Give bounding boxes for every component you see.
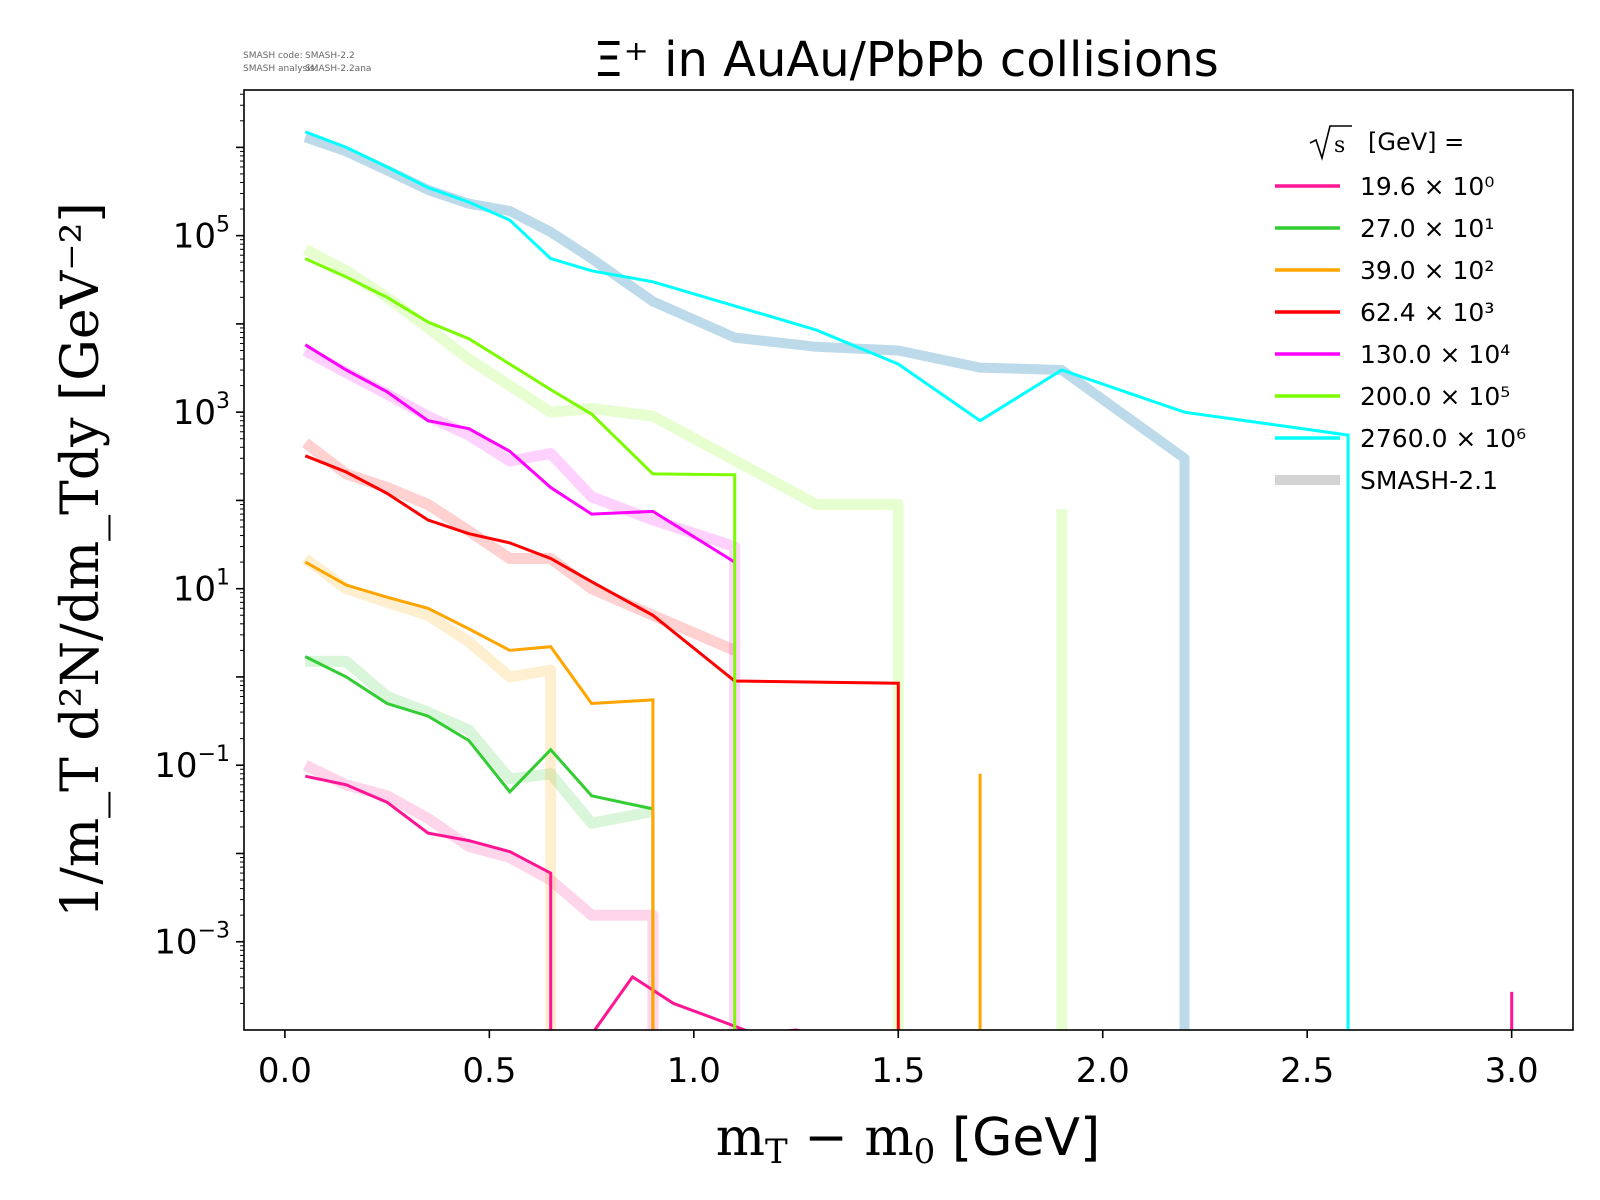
- series-line-3: [304, 560, 982, 1030]
- smash-code-value: SMASH-2.2: [305, 51, 355, 61]
- legend-items: 19.6 × 10⁰ 27.0 × 10¹ 39.0 × 10² 62.4 × 10³…: [1275, 172, 1526, 495]
- x-label-unit: [GeV]: [935, 1108, 1100, 1168]
- smash-analysis-label: SMASH analysis:: [243, 64, 317, 74]
- series-line-7: [304, 130, 1350, 1030]
- y-tick-label: 10−1: [154, 742, 230, 786]
- legend-label: 62.4 × 10³: [1360, 298, 1494, 327]
- reference-line-1: [302, 760, 659, 1030]
- smash-code-label: SMASH code:: [243, 51, 303, 61]
- y-axis-label: 1/m_T d²N/dm_Tdy [GeV⁻²]: [51, 202, 111, 917]
- series-line-2: [304, 655, 655, 1030]
- series-line-1: [304, 774, 1514, 1030]
- axis-ticks: 0.0 0.5 1.0 1.5 2.0 2.5 3.0 105 103 101 10−1 10−3: [154, 93, 1539, 1091]
- plot-area: [301, 130, 1514, 1030]
- x-tick-label: 2.0: [1076, 1051, 1130, 1091]
- y-tick-label: 101: [173, 566, 230, 610]
- sqrt-icon: [1309, 125, 1352, 161]
- chart-title: Ξ⁺ in AuAu/PbPb collisions: [593, 32, 1219, 88]
- x-tick-label: 1.5: [871, 1051, 925, 1091]
- legend-label: SMASH-2.1: [1360, 466, 1498, 495]
- x-tick-label: 0.5: [462, 1051, 516, 1091]
- reference-line-8: [303, 132, 1190, 1030]
- series-line-5: [304, 343, 736, 564]
- y-tick-label: 105: [173, 213, 230, 257]
- x-label-minus: − m: [788, 1108, 914, 1168]
- reference-line-2: [305, 655, 654, 829]
- x-label-sub-t: T: [765, 1132, 788, 1172]
- legend-label: 39.0 × 10²: [1360, 256, 1494, 285]
- legend-label: 19.6 × 10⁰: [1360, 172, 1494, 201]
- x-tick-label: 1.0: [667, 1051, 721, 1091]
- legend-label: 27.0 × 10¹: [1360, 214, 1494, 243]
- x-label-m: m: [716, 1108, 765, 1168]
- series-line-4: [304, 454, 900, 1030]
- reference-line-4: [301, 438, 737, 656]
- y-tick-label: 103: [173, 389, 230, 433]
- smash-analysis-value: SMASH-2.2ana: [305, 64, 371, 74]
- x-label-sub-0: 0: [914, 1132, 936, 1172]
- x-tick-label: 3.0: [1485, 1051, 1539, 1091]
- legend-title: s [GeV] =: [1309, 125, 1464, 161]
- series-line-6: [304, 257, 737, 1030]
- legend-label: 130.0 × 10⁴: [1360, 340, 1510, 369]
- x-axis-label: mT − m0 [GeV]: [716, 1108, 1101, 1172]
- legend-label: 2760.0 × 10⁶: [1360, 424, 1526, 453]
- legend: s [GeV] = 19.6 × 10⁰ 27.0 × 10¹ 39.0 × 10²…: [1275, 125, 1526, 495]
- legend-title-text: [GeV] =: [1368, 128, 1464, 156]
- x-tick-label: 2.5: [1280, 1051, 1334, 1091]
- y-tick-label: 10−3: [154, 919, 230, 963]
- axes-frame: [243, 89, 1574, 1031]
- legend-title-s: s: [1334, 133, 1345, 158]
- reference-line-3: [302, 554, 557, 1030]
- legend-label: 200.0 × 10⁵: [1360, 382, 1510, 411]
- x-tick-label: 0.0: [258, 1051, 312, 1091]
